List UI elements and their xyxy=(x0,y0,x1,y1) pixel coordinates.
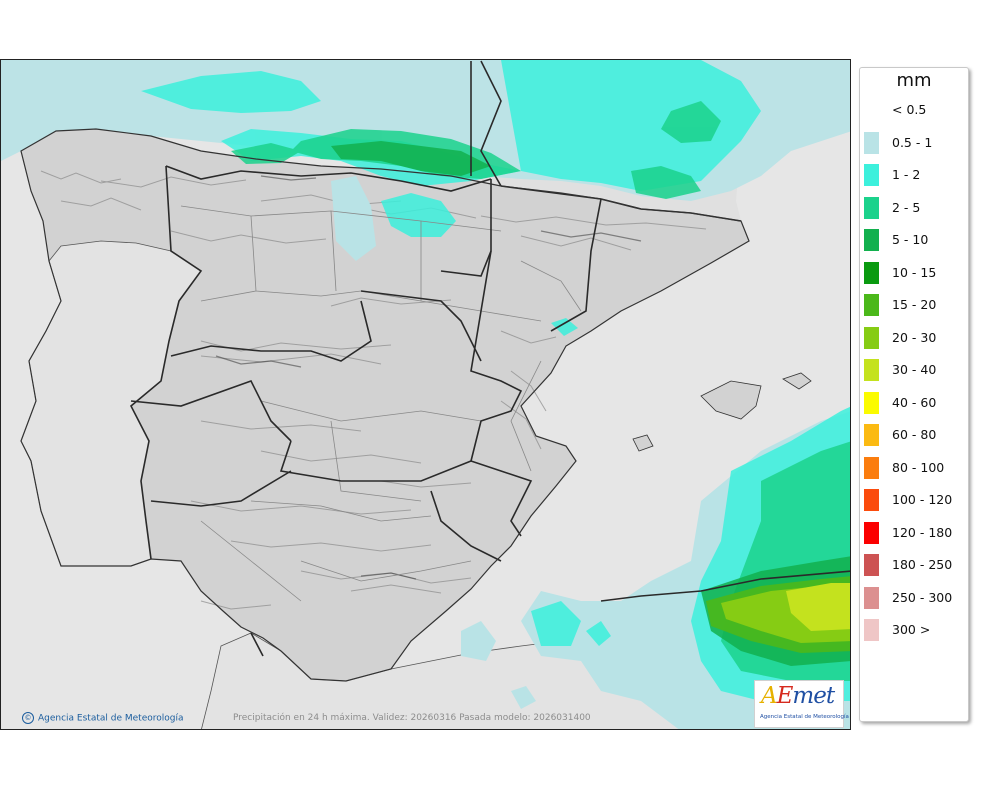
map-caption: Precipitación en 24 h máxima. Validez: 2… xyxy=(233,713,591,723)
legend-label: 80 - 100 xyxy=(892,459,945,475)
legend-swatch xyxy=(864,294,879,316)
legend-row: 0.5 - 1 xyxy=(864,130,968,156)
legend-label: 100 - 120 xyxy=(892,492,953,507)
legend-row: 1 - 2 xyxy=(864,162,968,188)
menorca-island xyxy=(782,372,812,390)
legend-swatch xyxy=(864,391,879,414)
legend-row: 5 - 10 xyxy=(864,227,968,253)
legend-swatch xyxy=(864,261,879,284)
community-borders xyxy=(129,60,850,657)
legend-row: 300 > xyxy=(864,617,968,643)
legend-row: < 0.5 xyxy=(864,97,968,123)
legend-label: 40 - 60 xyxy=(892,394,937,410)
legend-row: 60 - 80 xyxy=(864,422,968,448)
legend-swatch xyxy=(864,456,879,479)
legend-unit: mm xyxy=(896,70,932,91)
legend-label: < 0.5 xyxy=(892,102,927,117)
legend-row: 40 - 60 xyxy=(864,390,968,416)
legend-row: 80 - 100 xyxy=(864,455,968,481)
legend-swatch xyxy=(864,229,879,251)
credit-text: Agencia Estatal de Meteorología xyxy=(38,713,184,724)
legend-label: 180 - 250 xyxy=(892,557,953,572)
legend-label: 300 > xyxy=(892,622,931,637)
ibiza-island xyxy=(632,434,654,452)
precip-high-areas xyxy=(706,576,850,653)
legend-label: 30 - 40 xyxy=(892,362,937,377)
legend-row: 250 - 300 xyxy=(864,585,968,611)
copyright-icon: © xyxy=(22,712,34,724)
legend-row: 10 - 15 xyxy=(864,260,968,286)
legend-swatch xyxy=(864,619,879,641)
legend-swatch xyxy=(864,424,879,446)
legend-swatch xyxy=(864,326,879,349)
legend-row: 180 - 250 xyxy=(864,552,968,578)
legend-swatch xyxy=(864,196,879,219)
precipitation-map[interactable] xyxy=(0,59,851,730)
legend-swatch xyxy=(864,489,879,511)
legend-swatch xyxy=(864,359,879,381)
legend-label: 60 - 80 xyxy=(892,427,937,442)
legend-label: 0.5 - 1 xyxy=(892,134,933,150)
mallorca-island xyxy=(700,380,762,420)
legend-label: 2 - 5 xyxy=(892,199,921,215)
legend-label: 5 - 10 xyxy=(892,232,929,247)
legend-row: 2 - 5 xyxy=(864,195,968,221)
legend-label: 20 - 30 xyxy=(892,329,937,345)
legend-label: 10 - 15 xyxy=(892,264,937,280)
legend-swatch xyxy=(864,131,879,154)
legend-swatch xyxy=(864,586,879,609)
legend-row: 120 - 180 xyxy=(864,520,968,546)
legend-row: 20 - 30 xyxy=(864,325,968,351)
legend-row: 100 - 120 xyxy=(864,487,968,513)
iberian-peninsula-landmass xyxy=(21,129,749,681)
legend-swatch xyxy=(864,99,879,121)
precipitation-legend: mm < 0.5 0.5 - 1 1 - 2 2 - 5 5 - 10 10 - 15 15… xyxy=(859,67,969,722)
legend-swatch xyxy=(864,554,879,576)
aemet-logo-subtitle: Agencia Estatal de Meteorología xyxy=(760,714,849,720)
legend-row: 15 - 20 xyxy=(864,292,968,318)
legend-row: 30 - 40 xyxy=(864,357,968,383)
legend-label: 15 - 20 xyxy=(892,297,937,312)
aemet-logo-mark: AEmet xyxy=(761,683,835,709)
copyright-credit: © Agencia Estatal de Meteorología xyxy=(22,712,184,724)
peninsula-coastline xyxy=(20,128,750,682)
legend-swatch xyxy=(864,164,879,186)
aemet-logo[interactable]: AEmet Agencia Estatal de Meteorología xyxy=(754,680,849,728)
legend-label: 1 - 2 xyxy=(892,167,921,182)
legend-label: 250 - 300 xyxy=(892,589,953,605)
province-borders xyxy=(180,205,582,602)
legend-label: 120 - 180 xyxy=(892,524,953,540)
legend-swatch xyxy=(864,521,879,544)
